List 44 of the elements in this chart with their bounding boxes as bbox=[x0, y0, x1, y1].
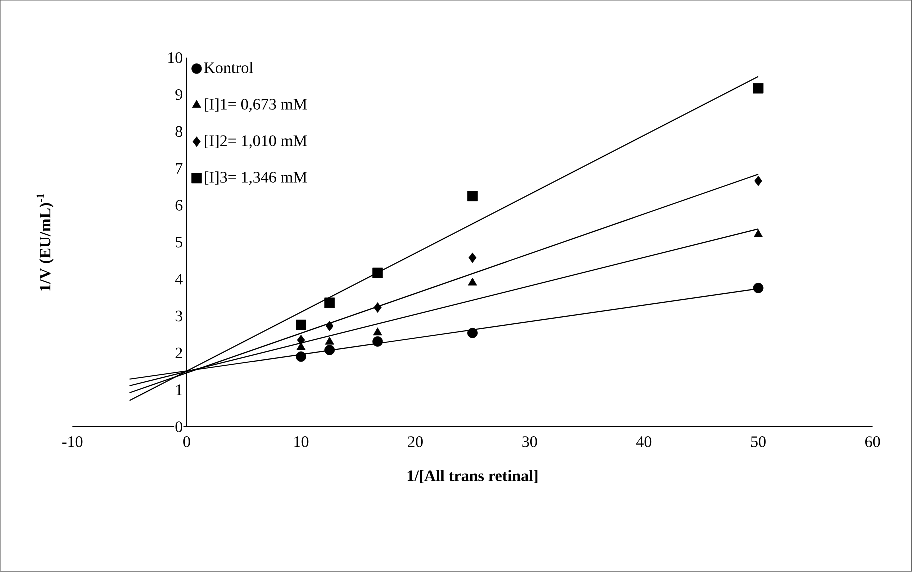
x-tick-label: -10 bbox=[62, 436, 83, 448]
y-tick-label: 4 bbox=[175, 274, 183, 285]
y-tick-label: 7 bbox=[176, 163, 183, 174]
legend-label: [I]3= 1,346 mM bbox=[205, 172, 308, 186]
point bbox=[372, 268, 384, 278]
y-tick-label: 6 bbox=[176, 200, 183, 211]
legend-label: [I]1= 0,673 mM bbox=[205, 98, 308, 112]
point bbox=[326, 321, 334, 332]
point bbox=[468, 252, 477, 264]
y-tick-label: 3 bbox=[176, 310, 183, 322]
point bbox=[325, 336, 334, 345]
point bbox=[468, 191, 478, 202]
point bbox=[297, 335, 306, 346]
x-tick-label: 60 bbox=[866, 436, 880, 448]
point bbox=[324, 298, 336, 308]
y-tick-label: 9 bbox=[176, 89, 182, 100]
x-tick-label: 40 bbox=[636, 436, 652, 448]
x-tick-label: 0 bbox=[184, 436, 190, 448]
point bbox=[374, 302, 382, 314]
y-tick-label: 10 bbox=[168, 52, 183, 64]
x-tick-label: 20 bbox=[408, 436, 423, 448]
point bbox=[468, 278, 478, 286]
point bbox=[324, 345, 336, 356]
y-tick-label: 2 bbox=[176, 348, 182, 358]
y-tick-label: 1 bbox=[176, 384, 182, 396]
x-tick-label: 30 bbox=[522, 436, 538, 448]
point bbox=[754, 230, 764, 238]
point bbox=[372, 336, 384, 347]
x-tick-label: 50 bbox=[751, 436, 766, 448]
y-tick-label: 5 bbox=[176, 237, 183, 248]
point bbox=[296, 352, 306, 362]
y-tick-label: 0 bbox=[176, 422, 183, 432]
x-axis-title: 1/[All trans retinal] bbox=[408, 470, 538, 484]
point bbox=[753, 83, 764, 94]
legend-label: [I]2= 1,010 mM bbox=[205, 135, 308, 149]
point bbox=[373, 328, 382, 336]
point bbox=[753, 283, 764, 294]
point bbox=[468, 328, 478, 338]
x-tick-label: 10 bbox=[294, 436, 309, 448]
point bbox=[296, 320, 306, 330]
point bbox=[754, 176, 762, 186]
y-axis-title: 1/V (EU/mL)$^{-1}$ bbox=[36, 194, 54, 291]
y-tick-label: 8 bbox=[176, 126, 183, 138]
legend-label: Kontrol bbox=[204, 62, 254, 74]
